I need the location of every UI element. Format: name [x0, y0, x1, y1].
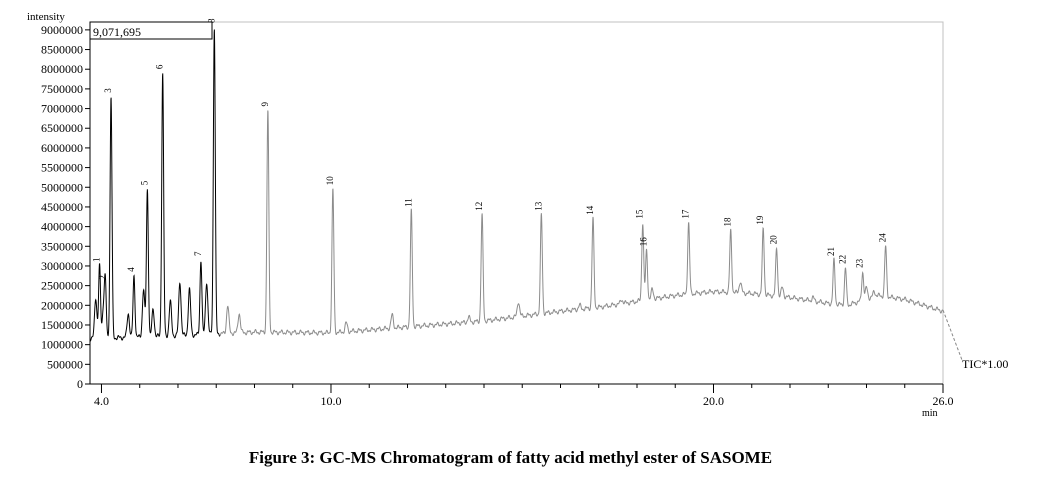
x-tick-label: 4.0	[94, 394, 109, 408]
peak-label: 17	[681, 209, 691, 219]
max-intensity-label: 9,071,695	[93, 25, 141, 39]
y-tick-label: 3500000	[41, 239, 83, 253]
y-tick-label: 8000000	[41, 62, 83, 76]
y-tick-label: 7500000	[41, 82, 83, 96]
x-axis-label: min	[922, 408, 938, 419]
peak-label: 13	[533, 201, 543, 211]
max-intensity-box	[89, 21, 213, 40]
trace-label: TIC*1.00	[962, 357, 1008, 371]
peak-label: 4	[126, 267, 136, 272]
y-tick-label: 0	[77, 377, 83, 391]
x-tick-label: 10.0	[320, 394, 341, 408]
y-tick-label: 1000000	[41, 338, 83, 352]
x-axis-ticks: 4.0 10.0 20.0 26.0	[94, 384, 954, 408]
trace-label-leader	[942, 309, 963, 361]
y-tick-label: 6000000	[41, 141, 83, 155]
y-tick-label: 2500000	[41, 279, 83, 293]
peak-label: 11	[403, 198, 413, 207]
peak-label: 1	[92, 257, 102, 262]
peak-label: 9	[260, 102, 270, 107]
y-axis-ticks: 0 500000 1000000 1500000 2000000 2500000 30000…	[41, 23, 90, 391]
peak-label: 23	[855, 258, 865, 268]
peak-label: 19	[755, 215, 765, 225]
peak-label: 21	[826, 247, 836, 256]
peak-label: 7	[193, 251, 203, 256]
y-tick-label: 6500000	[41, 121, 83, 135]
peak-label: 24	[878, 233, 888, 243]
y-tick-label: 2000000	[41, 298, 83, 312]
peak-label: 22	[837, 255, 847, 264]
y-tick-label: 5500000	[41, 161, 83, 175]
chromatogram-chart: 0 500000 1000000 1500000 2000000 2500000 30000…	[27, 11, 1008, 419]
peak-label: 3	[103, 88, 113, 93]
peak-label: 18	[723, 217, 733, 227]
plot-frame	[89, 21, 944, 385]
x-tick-label: 26.0	[933, 394, 954, 408]
peak-label: 12	[474, 202, 484, 211]
y-tick-label: 5000000	[41, 180, 83, 194]
y-tick-label: 8500000	[41, 43, 83, 57]
peak-label: 6	[155, 64, 165, 69]
y-tick-label: 1500000	[41, 318, 83, 332]
y-tick-label: 4000000	[41, 220, 83, 234]
y-tick-label: 500000	[47, 357, 83, 371]
peak-label: 8	[206, 18, 216, 23]
peak-label: 5	[139, 180, 149, 185]
peak-label: 16	[639, 237, 649, 247]
y-tick-label: 9000000	[41, 23, 83, 37]
y-tick-label: 3000000	[41, 259, 83, 273]
y-tick-label: 4500000	[41, 200, 83, 214]
peak-label: 2	[97, 275, 107, 280]
x-tick-label: 20.0	[703, 394, 724, 408]
tic-trace-early	[89, 29, 221, 342]
peak-label: 15	[635, 209, 645, 219]
peak-label: 20	[769, 235, 779, 245]
tic-trace-late	[219, 110, 944, 337]
y-tick-label: 7000000	[41, 102, 83, 116]
y-axis-label: intensity	[27, 11, 65, 23]
peak-label: 14	[585, 205, 595, 215]
figure-caption: Figure 3: GC-MS Chromatogram of fatty ac…	[248, 448, 773, 467]
peak-label: 10	[325, 176, 335, 186]
